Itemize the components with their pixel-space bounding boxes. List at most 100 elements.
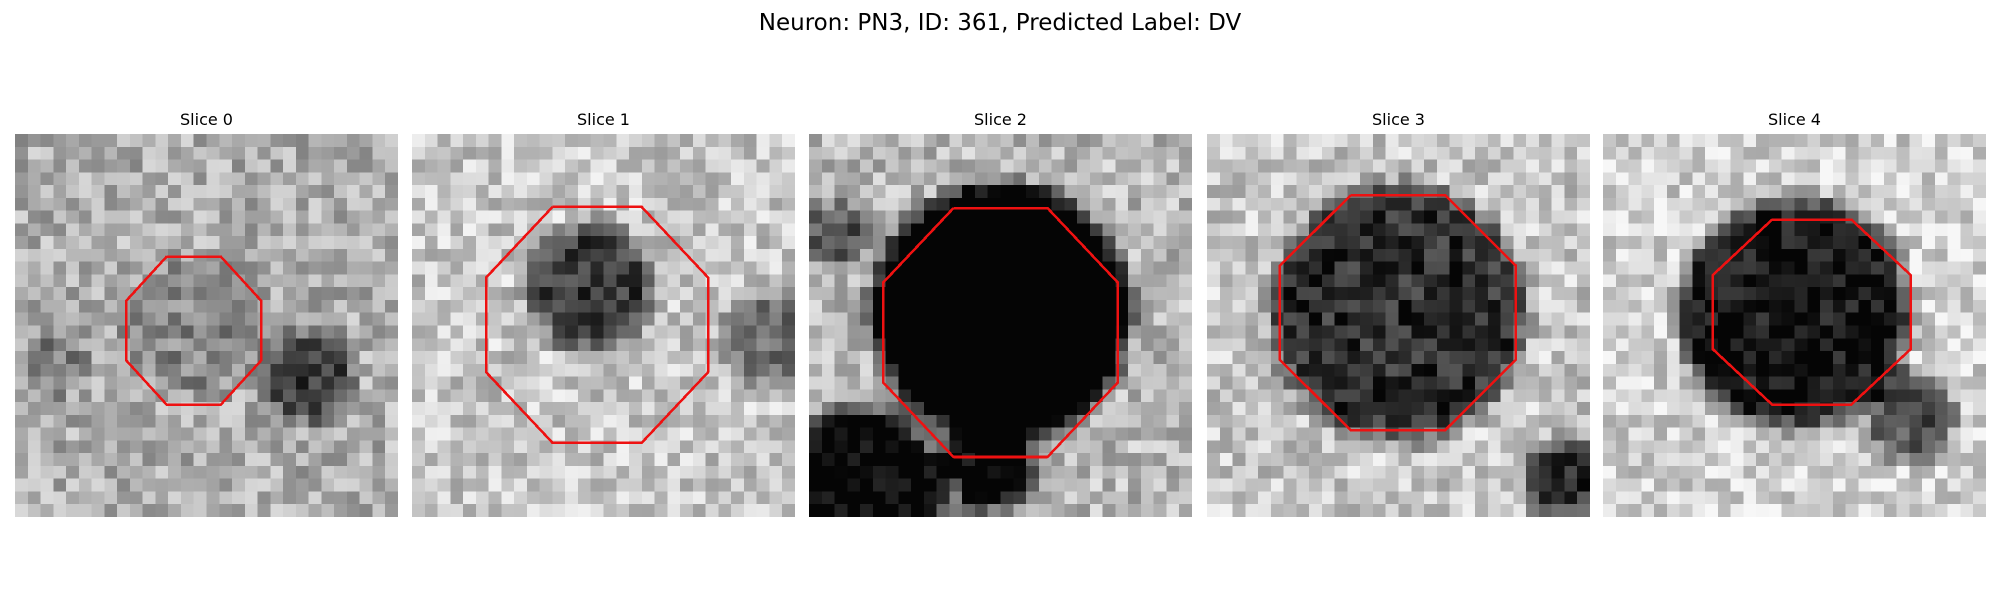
pixel [629,504,643,517]
pixel [1475,363,1489,377]
pixel [1820,465,1834,479]
pixel [1038,325,1052,339]
pixel [78,146,92,160]
pixel [1538,146,1552,160]
pixel [168,146,182,160]
pixel [346,172,360,186]
pixel [1245,414,1259,428]
pixel [321,197,335,211]
pixel [1564,287,1578,301]
pixel [1934,338,1948,352]
pixel [936,134,950,148]
pixel [680,453,694,467]
pixel [1768,363,1782,377]
pixel [860,236,874,250]
pixel [180,197,194,211]
pixel [1871,414,1885,428]
pixel [117,376,131,390]
pixel [1781,210,1795,224]
pixel [232,223,246,237]
pixel [705,465,719,479]
pixel [232,402,246,416]
pixel [1871,338,1885,352]
pixel [936,453,950,467]
pixel [206,389,220,403]
pixel [872,478,886,492]
pixel [1334,427,1348,441]
pixel [667,274,681,288]
pixel [1603,453,1617,467]
pixel [1654,274,1668,288]
pixel [1424,351,1438,365]
pixel [1717,427,1731,441]
pixel [91,236,105,250]
pixel [244,376,258,390]
pixel [1628,172,1642,186]
pixel [769,248,783,262]
pixel [821,159,835,173]
pixel [78,389,92,403]
pixel [463,236,477,250]
pixel [936,465,950,479]
pixel [180,363,194,377]
pixel [731,465,745,479]
pixel [667,312,681,326]
pixel [1411,312,1425,326]
pixel [898,325,912,339]
pixel [1077,274,1091,288]
pixel [1487,363,1501,377]
pixel [923,287,937,301]
pixel [1309,172,1323,186]
pixel [1219,478,1233,492]
pixel [782,312,795,326]
pixel [629,491,643,505]
pixel [1475,172,1489,186]
pixel [1166,236,1180,250]
pixel [1270,414,1284,428]
pixel [15,236,29,250]
pixel [1909,453,1923,467]
pixel [974,453,988,467]
pixel [1692,312,1706,326]
pixel [1000,299,1014,313]
pixel [1385,351,1399,365]
pixel [501,134,515,148]
pixel [334,274,348,288]
pixel [1258,274,1272,288]
pixel [1283,287,1297,301]
pixel [1128,274,1142,288]
pixel [1270,453,1284,467]
pixel [1102,351,1116,365]
pixel [1947,223,1961,237]
pixel [424,197,438,211]
pixel [1334,223,1348,237]
pixel [1934,478,1948,492]
pixel [705,402,719,416]
pixel [1398,261,1412,275]
pixel [1000,312,1014,326]
pixel [577,376,591,390]
pixel [1321,134,1335,148]
pixel [437,197,451,211]
pixel [180,351,194,365]
pixel [117,504,131,517]
pixel [1896,134,1910,148]
pixel [40,312,54,326]
pixel [295,185,309,199]
pixel [321,236,335,250]
pixel [705,146,719,160]
pixel [860,134,874,148]
pixel [1909,312,1923,326]
pixel [1743,185,1757,199]
pixel [1385,197,1399,211]
pixel [1207,427,1221,441]
pixel [1064,197,1078,211]
pixel [1794,287,1808,301]
pixel [1513,197,1527,211]
pixel [15,312,29,326]
pixel [1000,172,1014,186]
pixel [1436,236,1450,250]
pixel [1398,274,1412,288]
pixel [1077,299,1091,313]
